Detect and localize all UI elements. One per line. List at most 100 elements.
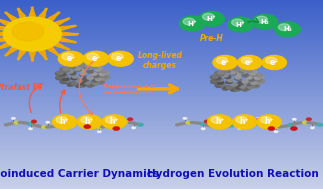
Bar <box>0 18 323 19</box>
Circle shape <box>253 84 260 88</box>
Text: e⁻: e⁻ <box>116 54 125 63</box>
Circle shape <box>230 71 237 75</box>
Circle shape <box>292 118 297 121</box>
Circle shape <box>78 63 85 67</box>
Bar <box>0 3 323 4</box>
Circle shape <box>254 76 261 80</box>
Circle shape <box>242 73 249 77</box>
Circle shape <box>101 69 108 74</box>
Bar <box>0 150 323 151</box>
Bar <box>0 13 323 14</box>
Circle shape <box>217 71 224 75</box>
Bar <box>0 29 323 30</box>
Circle shape <box>76 121 81 124</box>
Bar <box>0 117 323 118</box>
Bar <box>0 86 323 87</box>
Circle shape <box>30 55 34 57</box>
Circle shape <box>20 15 26 18</box>
Bar <box>0 156 323 157</box>
Circle shape <box>222 68 229 72</box>
Bar <box>0 163 323 164</box>
Circle shape <box>228 17 254 32</box>
Circle shape <box>44 57 46 58</box>
Circle shape <box>105 117 117 123</box>
Circle shape <box>255 119 261 122</box>
Circle shape <box>85 65 93 70</box>
Circle shape <box>234 76 242 81</box>
Circle shape <box>90 71 98 76</box>
Circle shape <box>247 85 254 89</box>
Circle shape <box>48 17 54 21</box>
Circle shape <box>306 121 311 124</box>
Circle shape <box>52 15 56 18</box>
Bar <box>0 176 323 177</box>
Bar <box>0 153 323 154</box>
Bar <box>0 22 323 23</box>
Circle shape <box>54 15 57 16</box>
Circle shape <box>128 121 133 124</box>
Circle shape <box>61 32 67 36</box>
Circle shape <box>103 75 110 79</box>
Circle shape <box>30 53 35 55</box>
Circle shape <box>214 83 222 88</box>
Circle shape <box>20 50 26 53</box>
Circle shape <box>9 15 13 18</box>
Circle shape <box>197 122 202 125</box>
Bar <box>0 155 323 156</box>
Bar <box>0 174 323 175</box>
Text: H⁺: H⁺ <box>207 16 216 22</box>
Bar <box>0 61 323 62</box>
Circle shape <box>230 88 237 92</box>
Circle shape <box>211 117 222 123</box>
Circle shape <box>56 117 67 123</box>
Circle shape <box>234 83 241 87</box>
Circle shape <box>241 57 252 64</box>
Circle shape <box>75 67 82 72</box>
Circle shape <box>75 84 82 88</box>
Bar <box>0 62 323 63</box>
Bar <box>0 42 323 43</box>
Bar <box>0 65 323 66</box>
Bar <box>0 147 323 148</box>
Circle shape <box>91 78 98 82</box>
Circle shape <box>76 78 83 83</box>
Circle shape <box>62 68 69 72</box>
Circle shape <box>8 15 10 16</box>
Circle shape <box>59 73 67 77</box>
Circle shape <box>214 71 221 75</box>
Circle shape <box>59 38 65 41</box>
Bar <box>0 50 323 51</box>
Circle shape <box>45 125 50 129</box>
Circle shape <box>60 20 64 22</box>
Circle shape <box>113 126 120 131</box>
Bar <box>0 114 323 115</box>
Bar <box>0 63 323 64</box>
Circle shape <box>216 57 228 64</box>
Circle shape <box>121 121 126 124</box>
Circle shape <box>96 66 103 70</box>
Circle shape <box>256 73 263 77</box>
Circle shape <box>39 50 45 53</box>
Circle shape <box>29 51 35 54</box>
Circle shape <box>99 72 106 76</box>
Circle shape <box>179 16 205 31</box>
Circle shape <box>100 74 108 78</box>
Bar <box>0 9 323 10</box>
Circle shape <box>234 72 241 76</box>
Bar <box>0 31 323 32</box>
Circle shape <box>251 70 258 74</box>
Bar <box>0 185 323 186</box>
Circle shape <box>237 55 262 70</box>
Bar <box>0 46 323 47</box>
Bar <box>0 26 323 27</box>
Bar <box>0 102 323 103</box>
Circle shape <box>108 51 133 66</box>
Circle shape <box>30 11 34 13</box>
Bar <box>0 70 323 71</box>
Circle shape <box>244 121 250 124</box>
Bar <box>0 157 323 158</box>
Circle shape <box>224 75 231 79</box>
Circle shape <box>229 123 235 127</box>
Circle shape <box>134 122 140 125</box>
Circle shape <box>39 15 45 18</box>
